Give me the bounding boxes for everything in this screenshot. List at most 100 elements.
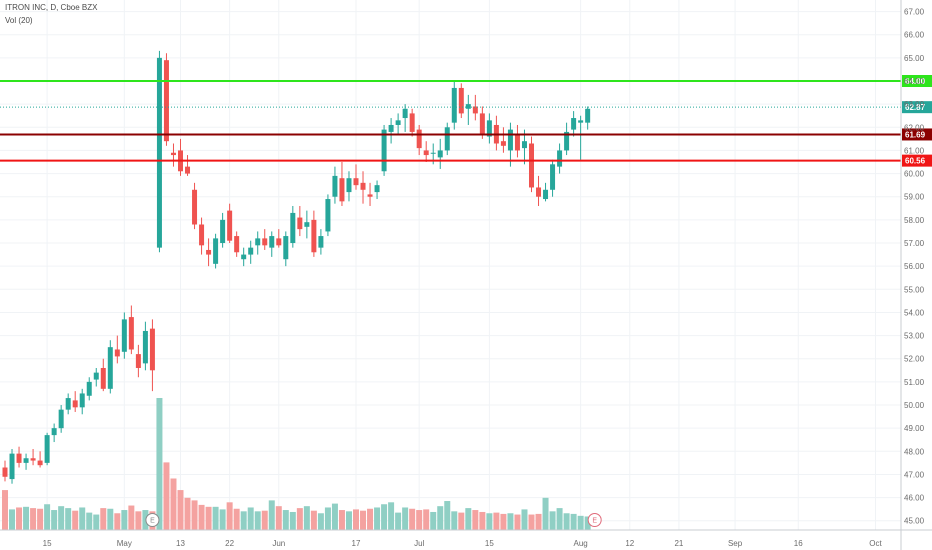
candle: [100, 358, 106, 392]
volume-bar: [416, 510, 423, 530]
volume-bar: [16, 507, 23, 530]
candle: [543, 182, 549, 202]
x-tick-label: Sep: [728, 539, 743, 548]
candle: [37, 451, 43, 468]
candle: [114, 335, 120, 364]
candle: [30, 448, 36, 466]
candle: [2, 460, 8, 482]
candle: [199, 217, 205, 255]
x-tick-label: 21: [674, 539, 683, 548]
candle-body: [571, 118, 577, 130]
candle: [72, 391, 78, 412]
candle: [192, 182, 198, 230]
volume-bar: [381, 504, 388, 530]
price-tag: [902, 128, 932, 141]
candle: [311, 210, 317, 257]
candle: [16, 446, 22, 468]
price-tag-label: 60.56: [905, 157, 926, 166]
candle: [325, 194, 331, 237]
candle: [262, 229, 268, 250]
time-axis[interactable]: 15 May 13 22 Jun 17 Jul 15 Aug 12 21 Sep 16 Oct: [0, 529, 932, 548]
candle: [346, 171, 352, 202]
volume-bar: [542, 497, 549, 530]
candle: [395, 113, 401, 135]
candle-body: [192, 189, 198, 225]
y-tick-label: 49.00: [904, 424, 925, 433]
volume-bar: [338, 510, 345, 530]
candle-body: [72, 400, 78, 408]
candle: [500, 127, 506, 153]
volume-bar: [570, 513, 577, 530]
volume-bar: [156, 398, 163, 530]
candle: [409, 108, 415, 137]
candle-body: [248, 247, 254, 255]
candle-body: [86, 381, 92, 396]
candle-body: [37, 460, 43, 466]
candle-body: [339, 178, 345, 202]
candle-body: [297, 217, 303, 230]
volume-bar: [493, 512, 500, 530]
volume-bar: [437, 506, 444, 530]
earnings-marker-label: E: [592, 518, 597, 525]
candle-body: [276, 238, 282, 246]
candle-body: [444, 127, 450, 151]
y-tick-label: 53.00: [904, 332, 925, 341]
candle-body: [220, 219, 226, 244]
volume-bar: [212, 506, 219, 530]
candle-body: [255, 238, 261, 246]
candle: [304, 210, 310, 239]
candle-body: [142, 330, 148, 364]
candle-body: [100, 367, 106, 389]
candle-body: [283, 236, 289, 260]
candle-body: [58, 409, 64, 429]
volume-bar: [549, 511, 556, 530]
volume-bar: [310, 510, 317, 530]
candle-body: [507, 129, 513, 151]
candle: [185, 155, 191, 176]
candle-body: [536, 187, 542, 197]
x-tick-label: 17: [352, 539, 361, 548]
volume-bar: [261, 510, 268, 530]
candle-body: [465, 104, 471, 109]
candle-body: [16, 453, 22, 463]
candle-body: [402, 108, 408, 119]
candle-body: [346, 178, 352, 193]
candle-body: [2, 467, 8, 477]
volume-bar: [577, 515, 584, 530]
candle: [585, 106, 591, 130]
y-tick-label: 64.00: [904, 77, 925, 86]
candle: [283, 231, 289, 267]
volume-bar: [65, 508, 72, 530]
volume-bar: [289, 511, 296, 530]
chart-grid: [0, 0, 901, 530]
volume-bar: [472, 510, 479, 530]
volume-bar: [79, 507, 86, 530]
candle: [388, 118, 394, 144]
y-tick-label: 63.00: [904, 100, 925, 109]
volume-bar: [233, 508, 240, 530]
horizontal-levels[interactable]: 64.00 62.87 61.69 60.56: [0, 75, 932, 167]
price-axis[interactable]: 45.00 46.00 47.00 48.00 49.00 50.00 51.00 52.00…: [900, 0, 925, 550]
candle: [58, 405, 64, 433]
volume-bar: [430, 511, 437, 530]
volume-bar: [135, 511, 142, 530]
candle-body: [458, 87, 464, 114]
candle: [479, 106, 485, 139]
volume-bar: [170, 478, 177, 530]
earnings-marker[interactable]: E: [587, 513, 602, 527]
volume-bar: [177, 490, 184, 530]
candle: [339, 162, 345, 206]
earnings-marker[interactable]: E: [145, 513, 160, 527]
volume-bar: [198, 504, 205, 530]
candle: [93, 367, 99, 387]
candle: [297, 205, 303, 237]
candle: [121, 312, 127, 359]
volume-bar: [86, 512, 93, 530]
volume-bar: [282, 510, 289, 530]
candle-body: [451, 87, 457, 123]
y-tick-label: 66.00: [904, 31, 925, 40]
volume-bars: [2, 398, 591, 530]
x-tick-label: Jul: [414, 539, 424, 548]
